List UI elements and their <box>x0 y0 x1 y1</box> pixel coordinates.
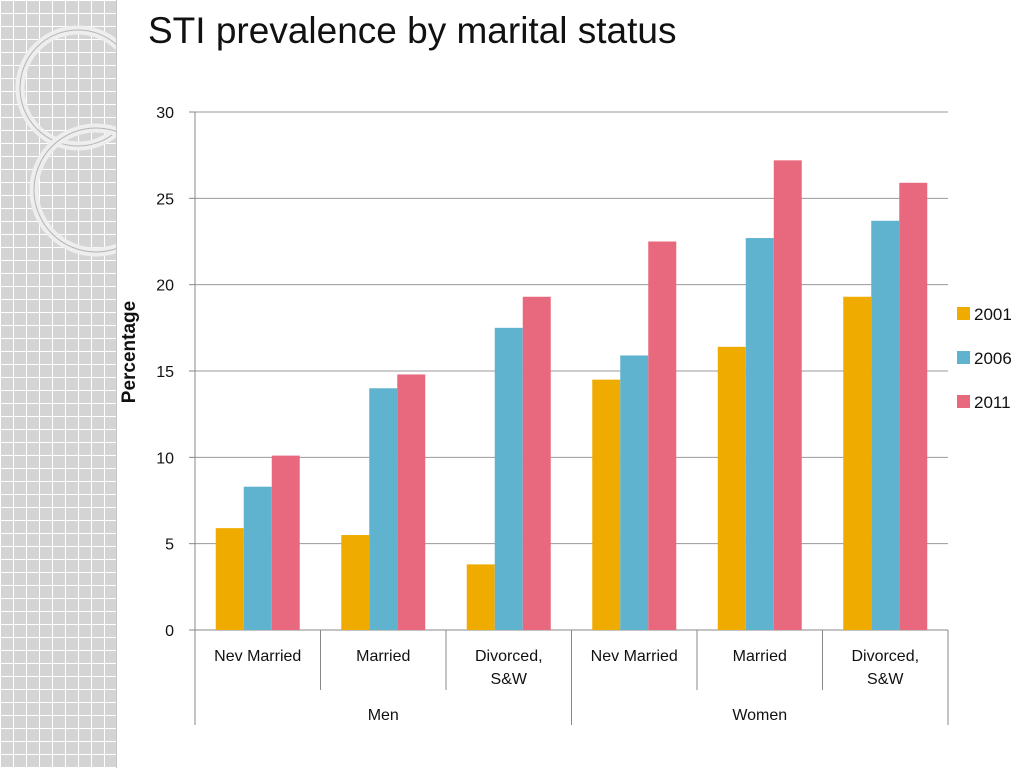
bar-2011-1 <box>397 374 426 630</box>
bar-2001-2 <box>466 564 495 630</box>
legend: 2001 2006 2011 <box>957 305 1012 412</box>
bar-2001-1 <box>341 535 370 630</box>
x-category-label: S&W <box>491 671 528 688</box>
y-tick-label: 5 <box>165 537 174 554</box>
y-tick-label: 30 <box>156 105 174 122</box>
x-category-label: Married <box>356 648 410 665</box>
bar-2011-4 <box>773 160 802 630</box>
y-tick-label: 15 <box>156 364 174 381</box>
bar-2006-3 <box>620 355 649 630</box>
x-category-label: Nev Married <box>214 648 301 665</box>
y-tick-label: 25 <box>156 191 174 208</box>
bar-2001-5 <box>843 296 872 630</box>
y-tick-label: 20 <box>156 278 174 295</box>
legend-label-2011: 2011 <box>974 393 1011 412</box>
x-category-label: S&W <box>867 671 904 688</box>
x-category-label: Divorced, <box>475 648 543 665</box>
bar-2006-1 <box>369 388 398 630</box>
bar-2011-5 <box>899 182 928 630</box>
group-label: Women <box>732 707 787 724</box>
legend-label-2006: 2006 <box>974 349 1012 368</box>
x-category-label: Divorced, <box>851 648 919 665</box>
y-tick-label: 10 <box>156 450 174 467</box>
x-category-label: Nev Married <box>591 648 678 665</box>
bar-2006-4 <box>745 238 774 630</box>
y-axis-ticks: 0 5 10 15 20 25 30 <box>156 105 195 640</box>
bar-2011-0 <box>271 455 300 630</box>
bar-2006-0 <box>243 486 272 630</box>
legend-swatch-2011 <box>957 395 970 408</box>
y-tick-label: 0 <box>165 623 174 640</box>
bar-2011-3 <box>648 241 677 630</box>
group-label: Men <box>368 707 399 724</box>
x-category-label: Married <box>733 648 787 665</box>
bar-2001-4 <box>717 346 746 630</box>
bar-2006-2 <box>494 327 523 630</box>
gridlines <box>195 111 948 545</box>
y-axis-label: Percentage <box>119 301 140 403</box>
bar-2001-0 <box>215 528 244 630</box>
legend-swatch-2006 <box>957 351 970 364</box>
bar-2001-3 <box>592 379 621 630</box>
side-decoration <box>0 0 163 768</box>
bar-2006-5 <box>871 220 900 630</box>
bars <box>215 160 928 630</box>
bar-2011-2 <box>522 296 551 630</box>
x-axis-group-labels: Men Women <box>368 707 787 724</box>
axis-lines <box>194 112 949 725</box>
legend-label-2001: 2001 <box>974 305 1012 324</box>
legend-swatch-2001 <box>957 307 970 320</box>
slide-title: STI prevalence by marital status <box>148 10 677 51</box>
x-axis-category-labels: Nev Married Married Divorced, S&W Nev Marrie… <box>214 648 919 688</box>
